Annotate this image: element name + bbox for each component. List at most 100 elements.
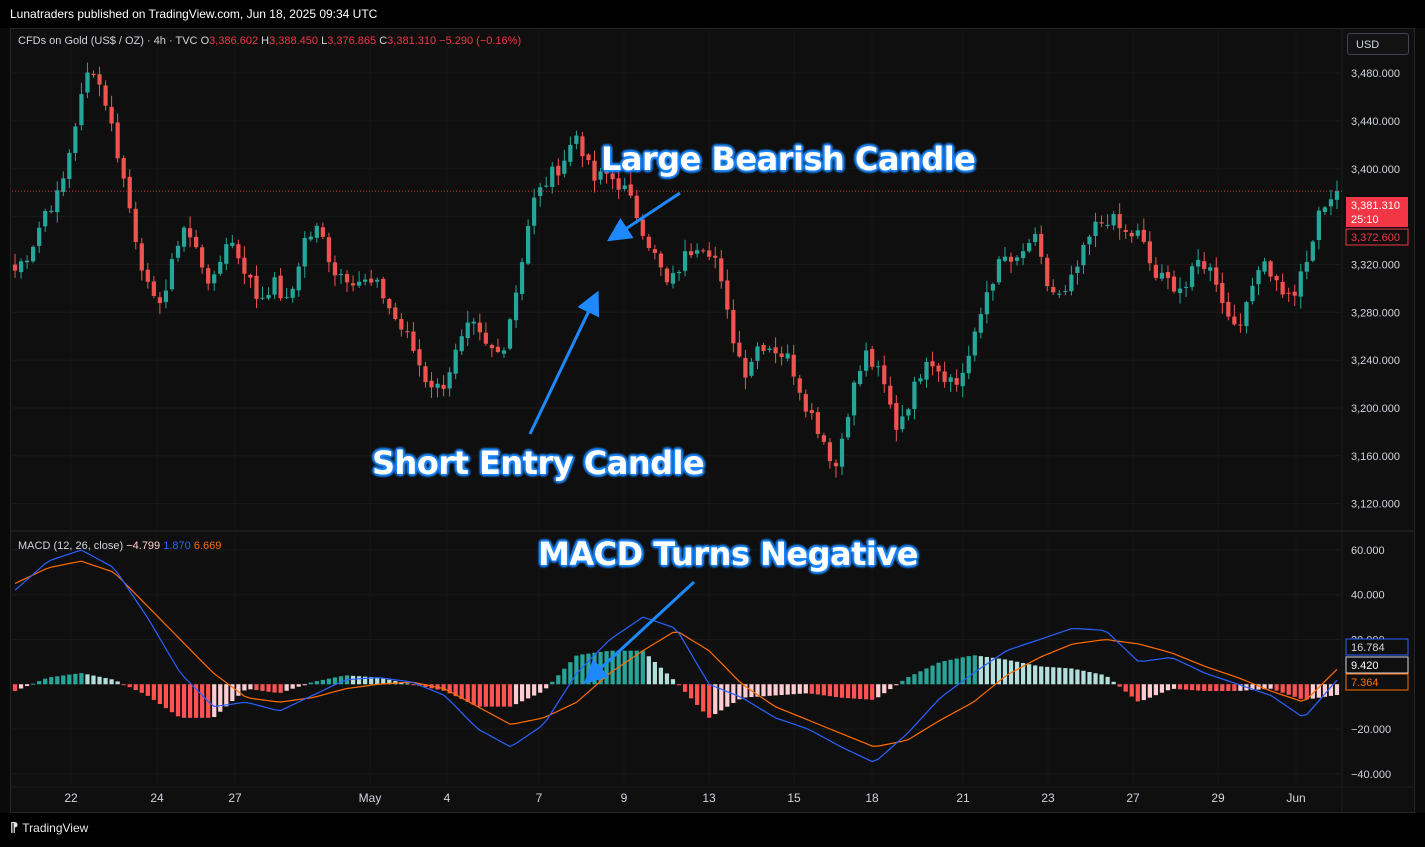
- candle-body: [519, 262, 525, 294]
- macd-hist-bar: [1220, 684, 1225, 691]
- candle-body: [272, 277, 277, 295]
- candle-body: [507, 319, 513, 349]
- macd-hist-bar: [815, 684, 820, 695]
- macd-hist-bar: [97, 676, 102, 685]
- candle-body: [532, 197, 537, 226]
- macd-hist-bar: [827, 684, 833, 697]
- candle-body: [797, 378, 802, 393]
- macd-hist-bar: [387, 679, 392, 685]
- macd-hist-bar: [640, 650, 645, 685]
- macd-hist-bar: [369, 677, 374, 685]
- candle-body: [562, 160, 567, 174]
- candle-body: [55, 190, 60, 213]
- candle-body: [1153, 264, 1159, 278]
- candle-body: [163, 290, 169, 303]
- candle-body: [73, 126, 78, 153]
- macd-hist-bar: [1105, 676, 1110, 685]
- macd-hist-bar: [1093, 673, 1098, 685]
- price-tick-label: 3,320.000: [1351, 259, 1400, 271]
- candle-body: [851, 382, 857, 416]
- time-tick-label: 23: [1041, 791, 1055, 805]
- macd-hist-bar: [833, 684, 839, 697]
- candle-body: [1202, 261, 1207, 269]
- macd-hist-bar: [169, 684, 175, 713]
- candle-body: [1328, 199, 1334, 207]
- macd-hist-bar: [803, 684, 808, 694]
- macd-hist-bar: [254, 684, 259, 691]
- candle-body: [803, 394, 808, 412]
- candle-body: [827, 442, 833, 462]
- candle-body: [145, 269, 150, 282]
- macd-hist-bar: [67, 674, 72, 685]
- macd-hist-bar: [242, 684, 247, 691]
- candle-body: [725, 280, 730, 310]
- candle-body: [1268, 261, 1273, 277]
- candle-body: [1141, 229, 1146, 242]
- candle-body: [550, 166, 555, 187]
- macd-hist-bar: [622, 650, 627, 685]
- currency-button[interactable]: USD: [1347, 33, 1409, 55]
- candle-body: [1014, 257, 1020, 261]
- macd-hist-bar: [1014, 661, 1020, 685]
- candle-body: [103, 85, 108, 106]
- macd-hist-bar: [471, 684, 476, 705]
- candle-body: [1147, 241, 1152, 264]
- candle-body: [1322, 207, 1328, 213]
- macd-hist-bar: [900, 680, 905, 685]
- candle-body: [121, 157, 126, 179]
- macd-hist-bar: [284, 684, 289, 691]
- macd-hist-bar: [1238, 684, 1243, 691]
- chart-frame[interactable]: [10, 28, 1415, 813]
- candle-body: [97, 74, 102, 85]
- candle-body: [31, 246, 36, 262]
- candle-body: [1220, 283, 1225, 304]
- countdown-badge-bg: [1346, 211, 1408, 227]
- macd-hist-bar: [658, 667, 664, 685]
- macd-hist-bar: [109, 679, 114, 685]
- macd-hist-bar: [556, 675, 561, 685]
- candle-body: [1334, 191, 1340, 200]
- macd-hist-bar: [767, 684, 772, 696]
- candle-body: [1081, 244, 1086, 266]
- macd-title[interactable]: MACD (12, 26, close): [18, 540, 124, 552]
- macd-hist-bar: [320, 679, 325, 685]
- candle-body: [845, 417, 851, 438]
- arrow-macd-negative: [583, 580, 696, 685]
- candle-body: [1105, 224, 1110, 226]
- candle-body: [1171, 276, 1177, 292]
- macd-hist-bar: [43, 678, 48, 685]
- candle-body: [731, 310, 736, 344]
- candle-body: [187, 228, 193, 238]
- candle-body: [1183, 286, 1189, 288]
- price-legend: CFDs on Gold (US$ / OZ) · 4h · TVC O3,38…: [18, 35, 521, 47]
- macd-value-badge: 16.784: [1345, 638, 1409, 656]
- macd-hist-bar: [646, 656, 651, 685]
- macd-hist-bar: [1250, 684, 1255, 690]
- candle-body: [1250, 285, 1255, 302]
- macd-hist-bar: [507, 684, 513, 707]
- symbol-label[interactable]: CFDs on Gold (US$ / OZ) · 4h · TVC: [18, 35, 198, 47]
- macd-hist-bar: [12, 684, 18, 691]
- tradingview-logo[interactable]: ⁋ TradingView: [10, 820, 88, 836]
- candle-body: [864, 350, 869, 371]
- macd-hist-bar: [966, 656, 971, 685]
- macd-hist-value: −4.799: [126, 540, 161, 552]
- macd-hist-bar: [592, 652, 597, 685]
- macd-hist-bar: [477, 684, 482, 707]
- macd-hist-bar: [1069, 668, 1074, 685]
- macd-hist-bar: [1171, 684, 1177, 689]
- macd-hist-bar: [960, 657, 965, 685]
- macd-hist-bar: [851, 684, 857, 699]
- macd-hist-bar: [501, 684, 507, 707]
- macd-hist-bar: [719, 684, 724, 711]
- candle-body: [441, 384, 446, 389]
- candle-body: [453, 349, 458, 374]
- candle-body: [556, 165, 561, 176]
- candle-body: [972, 331, 977, 356]
- candle-body: [1226, 301, 1231, 317]
- candle-body: [525, 225, 531, 264]
- candle-body: [236, 244, 241, 259]
- candle-body: [900, 416, 905, 430]
- candle-body: [737, 342, 742, 357]
